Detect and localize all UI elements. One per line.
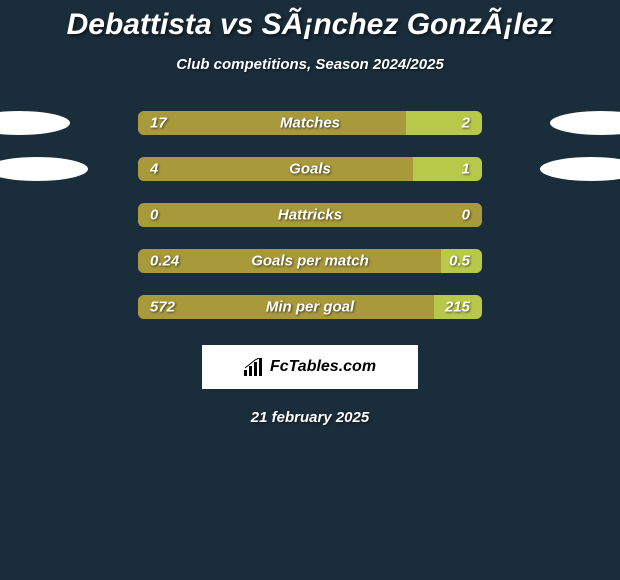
date-label: 21 february 2025 <box>0 409 620 426</box>
stat-label: Min per goal <box>266 299 354 316</box>
stat-row: 0 Hattricks 0 <box>0 203 620 227</box>
stat-bar: 4 Goals 1 <box>138 157 482 181</box>
bar-fill-left <box>138 157 413 181</box>
comparison-infographic: Debattista vs SÃ¡nchez GonzÃ¡lez Club co… <box>0 0 620 426</box>
stat-rows: 17 Matches 2 4 Goals 1 0 Hattricks 0 0.24 Goals pe… <box>0 111 620 319</box>
bar-fill-left <box>138 111 406 135</box>
stat-bar: 572 Min per goal 215 <box>138 295 482 319</box>
right-value: 1 <box>462 161 470 178</box>
subtitle: Club competitions, Season 2024/2025 <box>0 56 620 73</box>
right-value: 0 <box>462 207 470 224</box>
logo-text: FcTables.com <box>270 358 376 376</box>
stat-label: Goals per match <box>251 253 369 270</box>
player-oval-left <box>0 111 70 135</box>
chart-bars-icon <box>244 358 264 376</box>
stat-bar: 0.24 Goals per match 0.5 <box>138 249 482 273</box>
stat-bar: 17 Matches 2 <box>138 111 482 135</box>
stat-row: 572 Min per goal 215 <box>0 295 620 319</box>
stat-label: Goals <box>289 161 331 178</box>
left-value: 0.24 <box>150 253 179 270</box>
stat-row: 4 Goals 1 <box>0 157 620 181</box>
logo-box: FcTables.com <box>202 345 418 389</box>
bar-fill-right <box>413 157 482 181</box>
left-value: 17 <box>150 115 167 132</box>
stat-row: 17 Matches 2 <box>0 111 620 135</box>
right-value: 215 <box>445 299 470 316</box>
player-oval-right <box>540 157 620 181</box>
left-value: 0 <box>150 207 158 224</box>
stat-row: 0.24 Goals per match 0.5 <box>0 249 620 273</box>
right-value: 2 <box>462 115 470 132</box>
bar-fill-right <box>406 111 482 135</box>
player-oval-left <box>0 157 88 181</box>
left-value: 4 <box>150 161 158 178</box>
stat-bar: 0 Hattricks 0 <box>138 203 482 227</box>
player-oval-right <box>550 111 620 135</box>
right-value: 0.5 <box>449 253 470 270</box>
stat-label: Hattricks <box>278 207 342 224</box>
page-title: Debattista vs SÃ¡nchez GonzÃ¡lez <box>0 8 620 42</box>
left-value: 572 <box>150 299 175 316</box>
stat-label: Matches <box>280 115 340 132</box>
